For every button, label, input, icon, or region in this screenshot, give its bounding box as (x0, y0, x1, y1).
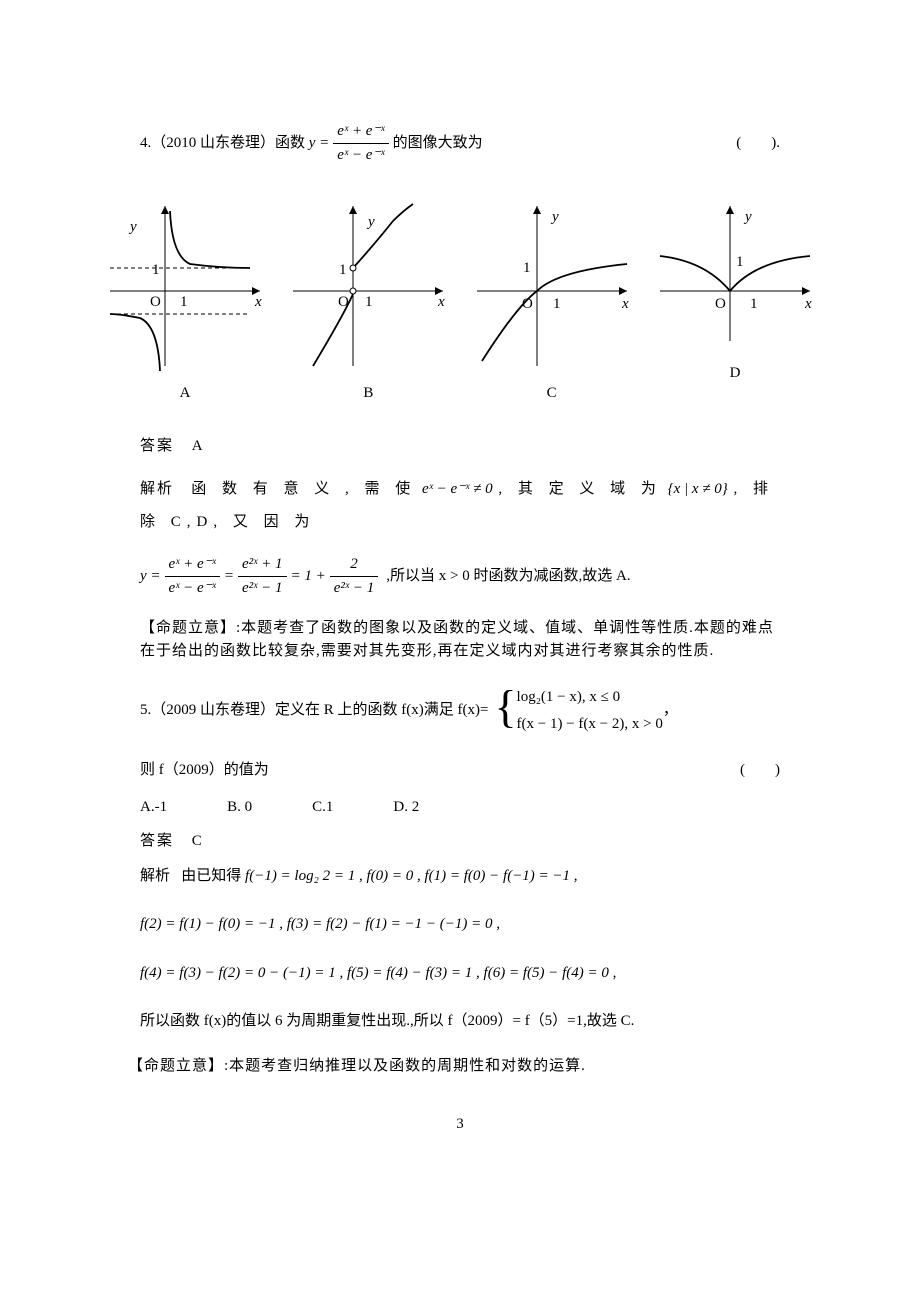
q4-analysis-m2: {x | x ≠ 0} (668, 481, 728, 497)
q5-analysis-label: 解析 (140, 868, 170, 884)
q5-line2: f(2) = f(1) − f(0) = −1 , f(3) = f(2) − … (140, 913, 780, 936)
brace-icon: { (494, 684, 516, 737)
svg-text:1: 1 (750, 296, 758, 312)
q5-answer: C (192, 833, 204, 849)
q4-f1: eˣ + e⁻ˣ eˣ − e⁻ˣ (165, 553, 220, 599)
q4-stem: 4. （2010 山东卷理）函数 y = eˣ + e⁻ˣ eˣ − e⁻ˣ 的… (140, 120, 483, 166)
q4-answer: A (192, 438, 205, 454)
q5-analysis: 解析 由已知得 f(−1) = log₂ 2 = 1 , f(0) = 0 , … (140, 865, 780, 888)
q5-comma: ， (663, 699, 678, 722)
q4-number: 4. (140, 132, 151, 155)
q4-step-tail: ,所以当 x > 0 时函数为减函数,故选 A. (386, 565, 630, 588)
graph-c: y x O 1 1 C (467, 196, 637, 405)
q4-step-lhs: y = (140, 565, 161, 588)
q5-opt-b: B. 0 (227, 796, 252, 819)
q5-analysis-lead: 由已知得 (181, 868, 241, 884)
q5-case1: log₂(1 − x), x ≤ 0 (517, 684, 663, 711)
q5-options: A.-1 B. 0 C.1 D. 2 (140, 796, 780, 819)
q5-opt-c: C.1 (312, 796, 333, 819)
svg-text:y: y (743, 209, 752, 225)
q4-tail: 的图像大致为 (393, 132, 483, 155)
svg-text:x: x (437, 294, 445, 310)
svg-text:1: 1 (180, 294, 188, 310)
q4-paren: ( ). (736, 132, 780, 155)
q4-graphs: y x O 1 1 A y x O 1 1 (100, 196, 820, 405)
q5-line3: f(4) = f(3) − f(2) = 0 − (−1) = 1 , f(5)… (140, 962, 780, 985)
q4-analysis-m1: eˣ − e⁻ˣ ≠ 0 (422, 481, 493, 497)
svg-text:y: y (128, 219, 137, 235)
q5-opt-d: D. 2 (393, 796, 419, 819)
graph-d-label: D (730, 362, 741, 385)
q5-answer-block: 答案 C (140, 830, 780, 853)
q5-question-row: 则 f（2009）的值为 ( ) (140, 759, 780, 782)
q5-source: （2009 山东卷理）定义在 R 上的函数 f(x)满足 f(x)= (151, 699, 488, 722)
q4-derivation: y = eˣ + e⁻ˣ eˣ − e⁻ˣ = e²ˣ + 1 e²ˣ − 1 … (140, 553, 780, 599)
svg-text:y: y (550, 209, 559, 225)
q4-intent-text: :本题考查了函数的图象以及函数的定义域、值域、单调性等性质.本题的难点在于给出的… (140, 620, 774, 659)
q5-intent: 【命题立意】:本题考查归纳推理以及函数的周期性和对数的运算. (128, 1055, 780, 1078)
q5-stem: 5. （2009 山东卷理）定义在 R 上的函数 f(x)满足 f(x)= { … (140, 684, 780, 737)
graph-d: y x O 1 1 D (650, 196, 820, 405)
graph-c-label: C (547, 382, 557, 405)
graph-c-svg: y x O 1 1 (467, 196, 637, 376)
q5-question: 则 f（2009）的值为 (140, 759, 269, 782)
q5-opt-a: A.-1 (140, 796, 167, 819)
svg-text:y: y (366, 214, 375, 230)
svg-text:O: O (150, 294, 161, 310)
q5-left: 5. （2009 山东卷理）定义在 R 上的函数 f(x)满足 f(x)= { … (140, 684, 678, 737)
svg-text:1: 1 (553, 296, 561, 312)
q5-intent-text: :本题考查归纳推理以及函数的周期性和对数的运算. (224, 1058, 586, 1074)
q4-eq-lhs: y = (305, 132, 329, 155)
page-content: 4. （2010 山东卷理）函数 y = eˣ + e⁻ˣ eˣ − e⁻ˣ 的… (0, 0, 920, 1176)
q5-paren: ( ) (740, 759, 780, 782)
graph-a: y x O 1 1 A (100, 196, 270, 405)
q5-cases: { log₂(1 − x), x ≤ 0 f(x − 1) − f(x − 2)… (494, 684, 662, 737)
svg-text:x: x (804, 296, 812, 312)
q4-intent: 【命题立意】:本题考查了函数的图象以及函数的定义域、值域、单调性等性质.本题的难… (140, 617, 780, 662)
page-number: 3 (140, 1113, 780, 1136)
graph-a-label: A (180, 382, 191, 405)
svg-text:x: x (254, 294, 262, 310)
q4-line: 4. （2010 山东卷理）函数 y = eˣ + e⁻ˣ eˣ − e⁻ˣ 的… (140, 120, 780, 166)
svg-text:1: 1 (339, 262, 347, 278)
q4-analysis-t1: 函 数 有 意 义 , 需 使 (191, 481, 416, 497)
svg-text:1: 1 (736, 254, 744, 270)
svg-text:1: 1 (523, 260, 531, 276)
graph-b-label: B (363, 382, 373, 405)
q5-conclusion: 所以函数 f(x)的值以 6 为周期重复性出现.,所以 f（2009）= f（5… (140, 1010, 780, 1033)
q4-one-plus: = 1 + (291, 565, 326, 588)
q4-frac-den: eˣ − e⁻ˣ (333, 143, 388, 167)
q4-intent-label: 【命题立意】 (140, 620, 236, 636)
graph-b-svg: y x O 1 1 (283, 196, 453, 376)
q4-analysis-t2: , 其 定 义 域 为 (498, 481, 662, 497)
q5-line1: f(−1) = log₂ 2 = 1 , f(0) = 0 , f(1) = f… (245, 868, 578, 884)
q4-answer-label: 答案 (140, 438, 174, 454)
svg-text:1: 1 (152, 262, 160, 278)
q5-case-items: log₂(1 − x), x ≤ 0 f(x − 1) − f(x − 2), … (517, 684, 663, 737)
graph-d-svg: y x O 1 1 (650, 196, 820, 356)
q4-source: （2010 山东卷理）函数 (151, 132, 305, 155)
q4-analysis: 解析 函 数 有 意 义 , 需 使 eˣ − e⁻ˣ ≠ 0 , 其 定 义 … (140, 473, 780, 539)
q4-f2: e²ˣ + 1 e²ˣ − 1 (238, 553, 287, 599)
svg-text:1: 1 (365, 294, 373, 310)
q4-answer-block: 答案 A (140, 435, 780, 458)
graph-a-svg: y x O 1 1 (100, 196, 270, 376)
svg-text:O: O (338, 294, 349, 310)
q4-analysis-label: 解析 (140, 481, 174, 497)
q4-eq1: = (224, 565, 234, 588)
svg-text:O: O (715, 296, 726, 312)
q4-fraction: eˣ + e⁻ˣ eˣ − e⁻ˣ (333, 120, 388, 166)
q5-answer-label: 答案 (140, 833, 174, 849)
q5-case2: f(x − 1) − f(x − 2), x > 0 (517, 711, 663, 738)
q5-number: 5. (140, 699, 151, 722)
svg-text:x: x (621, 296, 629, 312)
q4-frac-num: eˣ + e⁻ˣ (333, 120, 388, 143)
graph-b: y x O 1 1 B (283, 196, 453, 405)
q5-intent-label: 【命题立意】 (128, 1058, 224, 1074)
svg-text:O: O (522, 296, 533, 312)
q4-f3: 2 e²ˣ − 1 (330, 553, 379, 599)
